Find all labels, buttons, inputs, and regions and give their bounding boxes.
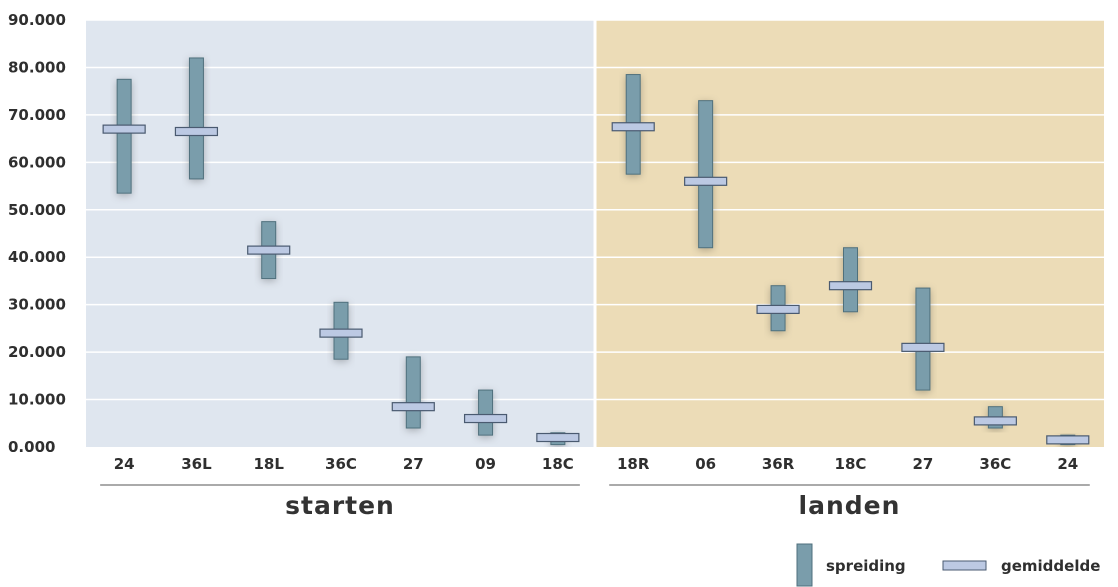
y-tick-label: 10.000 [8, 391, 66, 409]
x-tick-label: 18L [253, 455, 284, 473]
y-tick-label: 80.000 [8, 58, 66, 76]
y-tick-label: 90.000 [8, 11, 66, 29]
mean-marker-landen-27 [901, 342, 945, 352]
range-bar-starten-24 [116, 78, 132, 194]
range-bar-starten-09 [478, 389, 494, 436]
mean-marker-starten-27 [391, 402, 435, 412]
y-tick-label: 60.000 [8, 153, 66, 171]
legend-spreiding-swatch [796, 543, 813, 587]
group-label-landen: landen [799, 491, 901, 520]
x-tick-label: 27 [403, 455, 424, 473]
legend-spreiding-label: spreiding [826, 557, 906, 575]
x-tick-label: 18C [835, 455, 867, 473]
mean-marker-starten-09 [463, 413, 508, 424]
mean-marker-landen-24 [1046, 435, 1090, 445]
x-tick-label: 18R [617, 455, 650, 473]
group-label-starten: starten [285, 491, 395, 520]
x-tick-label: 27 [912, 455, 933, 473]
mean-marker-starten-36L [174, 126, 219, 137]
x-tick-label: 06 [695, 455, 716, 473]
y-tick-label: 0.000 [8, 438, 55, 456]
range-bar-starten-36L [188, 57, 204, 180]
mean-marker-starten-24 [102, 124, 146, 134]
x-tick-label: 09 [475, 455, 496, 473]
x-tick-label: 18C [542, 455, 574, 473]
range-bar-starten-27 [405, 356, 421, 429]
mean-marker-starten-18C [536, 432, 580, 443]
mean-marker-starten-36C [319, 328, 363, 338]
mean-marker-landen-18R [611, 122, 655, 132]
y-tick-label: 50.000 [8, 201, 66, 219]
range-bar-landen-27 [915, 287, 931, 391]
mean-marker-landen-36C [973, 416, 1017, 426]
x-tick-label: 24 [114, 455, 135, 473]
mean-marker-landen-36R [756, 304, 800, 315]
mean-marker-landen-06 [684, 176, 728, 186]
legend-gemiddelde-swatch [942, 560, 987, 571]
range-bar-landen-18C [843, 247, 858, 313]
x-tick-label: 24 [1057, 455, 1078, 473]
mean-marker-starten-18L [247, 245, 291, 255]
legend-gemiddelde-label: gemiddelde [1001, 557, 1100, 575]
x-tick-label: 36C [979, 455, 1011, 473]
y-tick-label: 30.000 [8, 296, 66, 314]
range-bar-landen-06 [698, 100, 714, 249]
x-tick-label: 36R [762, 455, 795, 473]
panel-starten [86, 20, 595, 447]
mean-marker-landen-18C [828, 281, 873, 291]
panel-landen [595, 20, 1104, 447]
x-tick-label: 36C [325, 455, 357, 473]
y-tick-label: 40.000 [8, 248, 66, 266]
y-tick-label: 20.000 [8, 343, 66, 361]
y-tick-label: 70.000 [8, 106, 66, 124]
legend: spreiding gemiddelde [796, 543, 1100, 587]
x-tick-label: 36L [181, 455, 212, 473]
